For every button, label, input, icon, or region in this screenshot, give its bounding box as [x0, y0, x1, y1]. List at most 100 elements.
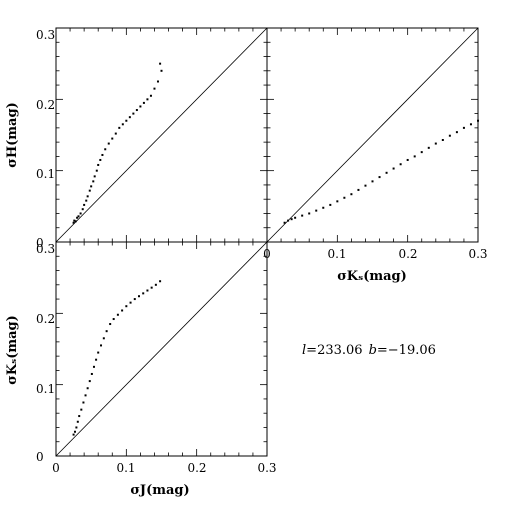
panel-h-vs-j-point: [74, 220, 77, 223]
panel-ks-vs-j-ytick-label: 0: [36, 450, 44, 464]
panel-h-vs-ks-xlabel: σKₛ(mag): [337, 269, 407, 284]
panel-h-vs-j: 0.3 0.2 0.1 0 σH(mag): [5, 27, 268, 250]
annotation-l-symbol: l: [302, 343, 306, 358]
panel-h-vs-j-point: [104, 148, 107, 151]
panel-h-vs-ks-point: [308, 212, 311, 215]
panel-h-vs-ks-point: [413, 155, 416, 158]
panel-h-vs-j-point: [118, 126, 121, 129]
panel-h-vs-ks-point: [343, 196, 346, 199]
panel-ks-vs-j-point: [90, 372, 93, 375]
panel-ks-vs-j-point: [95, 358, 98, 361]
panel-h-vs-j-ytick-label: 0: [36, 236, 44, 250]
panel-h-vs-j-point: [159, 62, 162, 65]
panel-ks-vs-j-point: [154, 283, 157, 286]
panel-h-vs-j-point: [142, 101, 145, 104]
annotation-b-symbol: b: [369, 343, 377, 358]
panel-ks-vs-j-point: [78, 415, 81, 418]
panel-h-vs-j-ylabel: σH(mag): [5, 102, 20, 167]
panel-ks-vs-j-point: [125, 305, 128, 308]
panel-ks-vs-j-reference-line: [55, 241, 268, 457]
panel-ks-vs-j-point: [146, 289, 149, 292]
panel-h-vs-j-point: [156, 80, 159, 83]
panel-h-vs-ks-point: [290, 218, 293, 221]
panel-ks-vs-j-point: [159, 280, 162, 283]
panel-h-vs-j-point: [73, 219, 76, 222]
panel-h-vs-ks-reference-line: [266, 27, 479, 243]
panel-h-vs-j-point: [101, 153, 104, 156]
panel-ks-vs-j-point: [112, 318, 115, 321]
panel-ks-vs-j-frame: [55, 241, 268, 457]
panel-ks-vs-j-point: [100, 344, 103, 347]
panel-h-vs-ks-point: [427, 146, 430, 149]
panel-h-vs-j-point: [76, 216, 79, 219]
panel-h-vs-j-point: [85, 199, 88, 202]
panel-ks-vs-j-ticks: [55, 241, 268, 457]
panel-h-vs-j-point: [153, 87, 156, 90]
panel-h-vs-j-point: [146, 98, 149, 101]
panel-ks-vs-j-ylabel: σKₛ(mag): [5, 315, 20, 385]
panel-h-vs-ks-point: [336, 200, 339, 203]
panel-h-vs-j-point: [90, 185, 93, 188]
panel-h-vs-j-point: [114, 132, 117, 135]
panel-ks-vs-j-xlabel: σJ(mag): [130, 483, 189, 498]
panel-h-vs-ks-point: [364, 184, 367, 187]
panel-h-vs-j-point: [93, 175, 96, 178]
panel-h-vs-ks-xtick-label: 0.3: [468, 247, 487, 261]
panel-ks-vs-j-point: [80, 408, 83, 411]
panel-h-vs-j-point: [95, 169, 98, 172]
panel-ks-vs-j-point: [88, 380, 91, 383]
panel-h-vs-ks-point: [462, 126, 465, 129]
panel-h-vs-ks-point: [477, 119, 479, 122]
panel-h-vs-j-point: [149, 94, 152, 97]
panel-h-vs-ks-point: [301, 214, 304, 217]
panel-ks-vs-j-point: [97, 351, 100, 354]
panel-ks-vs-j-point: [129, 301, 132, 304]
panel-h-vs-j-point: [121, 123, 124, 126]
panel-h-vs-j-ytick-label: 0.2: [36, 98, 55, 112]
panel-h-vs-ks-point: [385, 171, 388, 174]
panel-h-vs-ks-point: [350, 193, 353, 196]
panel-h-vs-ks-frame: [266, 27, 479, 243]
panel-h-vs-j-point: [135, 109, 138, 112]
panel-h-vs-ks-point: [399, 163, 402, 166]
panel-h-vs-ks-point: [294, 216, 297, 219]
panel-ks-vs-j-xtick-label: 0.3: [257, 461, 276, 475]
panel-h-vs-ks-point: [378, 176, 381, 179]
panel-h-vs-ks-points: [283, 119, 479, 224]
panel-ks-vs-j-ytick-label: 0.2: [36, 312, 55, 326]
panel-ks-vs-j-point: [75, 426, 78, 429]
panel-h-vs-j-points: [72, 62, 163, 224]
panel-ks-vs-j-point: [102, 337, 105, 340]
panel-h-vs-ks-point: [448, 134, 451, 137]
panel-h-vs-j-point: [125, 119, 128, 122]
panel-h-vs-j-point: [77, 215, 80, 218]
panel-h-vs-ks: 0 0.1 0.2 0.3 σKₛ(mag): [263, 27, 488, 284]
panel-ks-vs-j-point: [92, 365, 95, 368]
panel-h-vs-j-point: [160, 69, 163, 72]
panel-ks-vs-j-point: [86, 387, 89, 390]
panel-h-vs-j-point: [107, 142, 110, 145]
panel-ks-vs-j-points: [72, 280, 162, 436]
panel-h-vs-ks-point: [441, 138, 444, 141]
annotation-l-value: =233.06: [306, 343, 362, 358]
panel-h-vs-ks-point: [392, 167, 395, 170]
panel-ks-vs-j-point: [72, 433, 75, 436]
panel-ks-vs-j-point: [116, 313, 119, 316]
panel-h-vs-j-ytick-label: 0.1: [36, 167, 55, 181]
panel-ks-vs-j-point: [121, 309, 124, 312]
panel-ks-vs-j-ytick-label: 0.1: [36, 382, 55, 396]
panel-h-vs-j-point: [88, 189, 91, 192]
panel-h-vs-j-point: [92, 180, 95, 183]
panel-ks-vs-j-point: [109, 323, 112, 326]
panel-ks-vs-j-point: [82, 401, 85, 404]
panel-h-vs-j-point: [81, 208, 84, 211]
panel-ks-vs-j-xtick-label: 0.2: [187, 461, 206, 475]
panel-h-vs-ks-point: [420, 151, 423, 154]
panel-ks-vs-j-point: [137, 295, 140, 298]
panel-h-vs-j-point: [132, 112, 135, 115]
panel-h-vs-ks-point: [357, 188, 360, 191]
panel-h-vs-ks-point: [287, 219, 290, 222]
panel-ks-vs-j: 0.3 0.2 0.1 0 0 0.1 0.2 0.3 σJ(mag) σKₛ(…: [5, 241, 277, 498]
panel-h-vs-ks-xtick-label: 0.1: [327, 247, 346, 261]
